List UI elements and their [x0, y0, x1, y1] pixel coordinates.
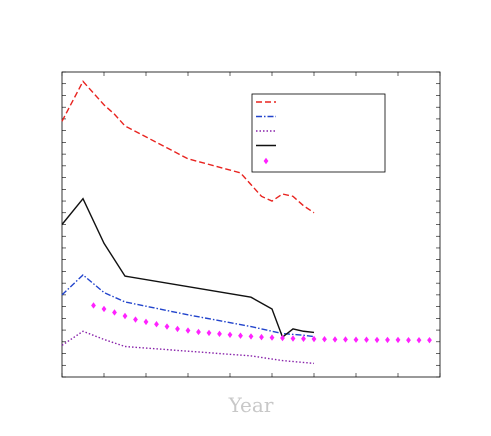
series-line	[61, 330, 315, 365]
series-layer	[61, 80, 432, 365]
data-point	[280, 334, 285, 342]
data-point	[353, 336, 359, 343]
legend-box	[251, 93, 386, 173]
data-point	[238, 332, 243, 339]
data-point	[364, 336, 369, 343]
data-point	[427, 336, 432, 344]
data-point	[101, 305, 107, 313]
data-point	[122, 312, 128, 320]
data-point	[332, 336, 338, 343]
legend-swatch	[263, 157, 269, 165]
data-point	[385, 336, 390, 344]
data-point	[206, 329, 212, 337]
series-line	[61, 80, 315, 214]
y-ticks	[62, 71, 440, 378]
data-point	[374, 336, 380, 344]
data-point	[217, 330, 222, 338]
data-point	[259, 333, 264, 341]
data-point	[175, 325, 180, 333]
x-ticks	[61, 72, 441, 377]
data-point	[343, 336, 348, 343]
data-point	[164, 323, 170, 330]
data-point	[133, 316, 138, 323]
data-point	[406, 336, 411, 344]
data-point	[143, 318, 149, 326]
data-point	[301, 335, 306, 342]
data-point	[227, 331, 233, 338]
data-point	[112, 309, 117, 316]
data-point	[185, 327, 191, 334]
data-point	[196, 328, 201, 336]
data-point	[248, 333, 254, 340]
legend	[251, 93, 386, 173]
data-point	[91, 302, 96, 309]
data-point	[311, 335, 317, 343]
data-point	[416, 336, 422, 344]
data-point	[290, 335, 296, 342]
x-axis-title: Year	[228, 393, 274, 417]
data-point	[269, 334, 275, 341]
data-point	[395, 336, 401, 344]
series-markers	[91, 302, 432, 344]
data-point	[154, 321, 159, 328]
series-line	[61, 274, 315, 338]
data-point	[322, 336, 327, 343]
series-line	[61, 197, 315, 339]
